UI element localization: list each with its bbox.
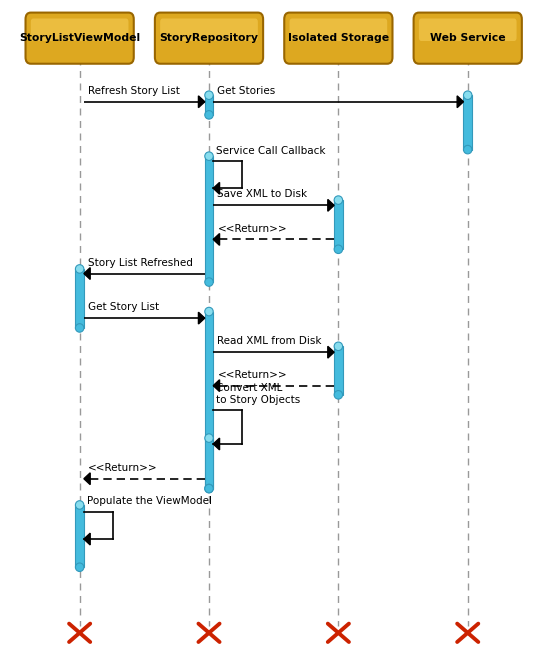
- Ellipse shape: [205, 152, 213, 161]
- Polygon shape: [84, 473, 90, 484]
- Ellipse shape: [75, 324, 84, 332]
- FancyBboxPatch shape: [31, 19, 129, 41]
- Ellipse shape: [334, 391, 343, 399]
- Text: Service Call Callback: Service Call Callback: [216, 146, 326, 155]
- Text: Get Stories: Get Stories: [217, 86, 276, 96]
- Polygon shape: [213, 183, 219, 194]
- FancyBboxPatch shape: [284, 13, 393, 64]
- Ellipse shape: [205, 484, 213, 493]
- Polygon shape: [328, 347, 334, 358]
- Text: Story List Refreshed: Story List Refreshed: [88, 258, 193, 268]
- Ellipse shape: [75, 265, 84, 273]
- Polygon shape: [213, 438, 219, 450]
- Text: StoryRepository: StoryRepository: [160, 33, 258, 43]
- Text: Populate the ViewModel: Populate the ViewModel: [86, 496, 212, 506]
- Text: Save XML to Disk: Save XML to Disk: [217, 189, 307, 199]
- Ellipse shape: [334, 342, 343, 351]
- Ellipse shape: [205, 434, 213, 442]
- Ellipse shape: [205, 110, 213, 119]
- Polygon shape: [199, 96, 205, 108]
- Ellipse shape: [75, 563, 84, 571]
- Bar: [205, 95, 213, 115]
- Text: Web Service: Web Service: [430, 33, 505, 43]
- Polygon shape: [213, 380, 219, 391]
- Polygon shape: [84, 533, 90, 545]
- FancyBboxPatch shape: [414, 13, 522, 64]
- Text: Get Story List: Get Story List: [88, 302, 159, 312]
- Bar: [334, 347, 343, 395]
- Ellipse shape: [334, 196, 343, 204]
- FancyBboxPatch shape: [25, 13, 134, 64]
- Bar: [464, 95, 472, 150]
- Ellipse shape: [205, 278, 213, 286]
- Polygon shape: [457, 96, 464, 108]
- Polygon shape: [213, 233, 219, 246]
- Ellipse shape: [464, 145, 472, 154]
- Text: <<Return>>: <<Return>>: [88, 463, 158, 473]
- Text: <<Return>>: <<Return>>: [217, 370, 287, 380]
- Bar: [205, 312, 213, 488]
- FancyBboxPatch shape: [160, 19, 258, 41]
- Polygon shape: [84, 268, 90, 280]
- Bar: [75, 505, 84, 567]
- Text: Refresh Story List: Refresh Story List: [88, 86, 180, 96]
- Ellipse shape: [205, 307, 213, 316]
- Text: Convert XML
to Story Objects: Convert XML to Story Objects: [216, 383, 300, 405]
- Bar: [205, 156, 213, 282]
- Ellipse shape: [334, 245, 343, 254]
- Text: Isolated Storage: Isolated Storage: [288, 33, 389, 43]
- Bar: [205, 438, 213, 488]
- Ellipse shape: [464, 91, 472, 100]
- Text: Read XML from Disk: Read XML from Disk: [217, 337, 322, 347]
- Ellipse shape: [205, 91, 213, 100]
- FancyBboxPatch shape: [419, 19, 516, 41]
- FancyBboxPatch shape: [289, 19, 387, 41]
- Ellipse shape: [205, 484, 213, 493]
- Text: StoryListViewModel: StoryListViewModel: [19, 33, 140, 43]
- Text: <<Return>>: <<Return>>: [217, 223, 287, 233]
- Bar: [334, 200, 343, 250]
- Ellipse shape: [75, 500, 84, 509]
- Bar: [75, 269, 84, 328]
- Polygon shape: [199, 312, 205, 324]
- FancyBboxPatch shape: [155, 13, 263, 64]
- Polygon shape: [328, 199, 334, 211]
